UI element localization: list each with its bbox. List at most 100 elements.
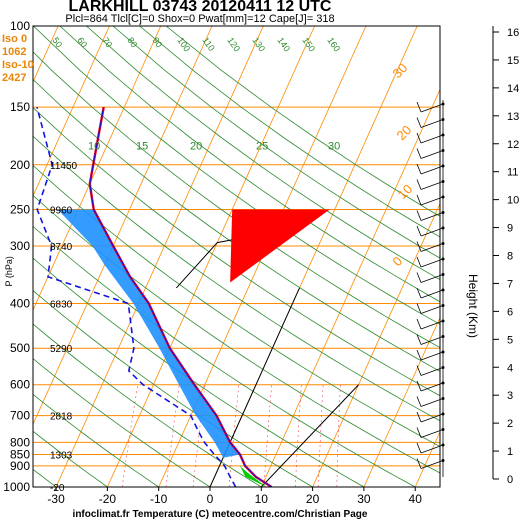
- pressure-tick-label: 150: [10, 100, 30, 114]
- height-tick-label: 6: [507, 306, 513, 318]
- wind-barb-flag: [416, 442, 422, 454]
- wind-barb-flag: [416, 349, 422, 361]
- wind-point: [441, 180, 445, 183]
- wind-barb-flag: [416, 365, 422, 376]
- pressure-tick-label: 400: [10, 297, 30, 311]
- wind-barb-flag: [416, 272, 422, 283]
- wind-point: [441, 459, 445, 462]
- wind-barb: [420, 196, 444, 206]
- wind-barb: [420, 274, 444, 283]
- wind-barb-flag: [416, 427, 422, 438]
- wind-barb: [420, 103, 444, 113]
- wind-barb-flag: [416, 380, 422, 392]
- wind-barb-flag: [416, 256, 422, 268]
- pressure-tick-label: 900: [10, 459, 30, 473]
- x-tick-label: 40: [409, 492, 423, 506]
- height-value-label: 9960: [50, 205, 73, 216]
- top-angle-label: 150: [300, 35, 317, 53]
- wind-barb: [420, 181, 444, 190]
- dry-adiabat: [33, 393, 159, 487]
- wind-point: [441, 102, 445, 106]
- wind-barb: [420, 134, 444, 144]
- top-angle-label: 160: [325, 35, 342, 53]
- height-tick-label: 8: [507, 251, 513, 263]
- mixing-ratio-label: 25: [256, 140, 268, 152]
- x-tick-label: 20: [306, 492, 320, 506]
- wind-point: [441, 273, 445, 276]
- x-tick-label: 30: [357, 492, 371, 506]
- height-tick-label: 2: [507, 418, 513, 430]
- wind-barb: [420, 351, 444, 361]
- dewpoint-line: [36, 106, 237, 487]
- mixing-ratio-line: [336, 384, 341, 487]
- wind-barb: [420, 212, 444, 221]
- height-value-label: 1303: [50, 450, 73, 461]
- wind-barb: [420, 289, 444, 299]
- height-tick-label: 12: [507, 139, 519, 151]
- height-tick-label: 14: [507, 83, 519, 95]
- wind-barb-flag: [416, 179, 422, 190]
- isotherm-label: 0: [390, 253, 406, 269]
- top-angle-label: 130: [250, 35, 267, 53]
- wind-barb-flag: [416, 210, 422, 221]
- cin-area: [240, 465, 267, 487]
- isotherm-label: 30: [390, 60, 411, 81]
- isotherm: [414, 430, 440, 487]
- wind-barb-flag: [416, 194, 422, 206]
- iso10-label: Iso-10: [2, 59, 34, 71]
- wind-barb: [420, 227, 444, 237]
- mixing-ratio-label: 20: [190, 140, 202, 152]
- wind-barb: [420, 460, 444, 469]
- wind-barb: [420, 382, 444, 392]
- pressure-tick-label: 100: [10, 19, 30, 33]
- wind-point: [441, 304, 445, 307]
- wind-barb-flag: [416, 396, 422, 407]
- wind-point: [441, 149, 445, 152]
- iso0-value: 1062: [2, 46, 27, 58]
- wind-barb: [420, 119, 444, 128]
- wind-point: [441, 335, 445, 338]
- iso10-value: 2427: [2, 72, 27, 84]
- wind-barb-flag: [416, 225, 422, 237]
- isotherm-label: 20: [394, 122, 415, 143]
- dry-adiabat: [165, 26, 440, 217]
- top-angle-label: 100: [175, 35, 192, 53]
- wind-barb: [420, 429, 444, 438]
- dry-adiabat: [33, 194, 440, 474]
- x-tick-label: -20: [99, 492, 117, 506]
- pressure-tick-label: 800: [10, 435, 30, 449]
- wind-point: [441, 118, 445, 121]
- wind-barb-flag: [416, 132, 422, 144]
- height-value-label: -20: [50, 483, 65, 494]
- mixing-ratio-line: [263, 384, 273, 487]
- wind-barb: [420, 336, 444, 345]
- credit-line: infoclimat.fr Temperature (C) meteocentr…: [72, 509, 368, 520]
- height-tick-label: 10: [507, 195, 519, 207]
- mixing-ratio-line: [295, 384, 302, 487]
- plot-area: [33, 26, 440, 487]
- pressure-tick-label: 600: [10, 378, 30, 392]
- wind-barb-flag: [416, 287, 422, 299]
- pressure-tick-label: 300: [10, 239, 30, 253]
- wind-barb-flag: [416, 303, 422, 314]
- wind-point: [441, 428, 445, 431]
- height-tick-label: 9: [507, 223, 513, 235]
- mixing-ratio-line: [228, 384, 240, 487]
- mixing-ratio-label: 10: [88, 140, 100, 152]
- pressure-tick-label: 250: [10, 202, 30, 216]
- isotherm: [312, 202, 440, 487]
- wind-barb-flag: [416, 117, 422, 128]
- wind-barb: [420, 150, 444, 159]
- x-tick-label: -30: [47, 492, 65, 506]
- top-angle-label: 90: [150, 35, 164, 49]
- height-value-label: 11450: [50, 161, 78, 172]
- wind-barb: [420, 243, 444, 252]
- height-tick-label: 11: [507, 167, 518, 179]
- height-tick-label: 4: [507, 362, 513, 374]
- height-tick-label: 5: [507, 334, 513, 346]
- dry-adiabat: [33, 225, 416, 487]
- wind-point: [441, 381, 445, 385]
- x-tick-label: 10: [255, 492, 269, 506]
- height-value-label: 5290: [50, 344, 73, 355]
